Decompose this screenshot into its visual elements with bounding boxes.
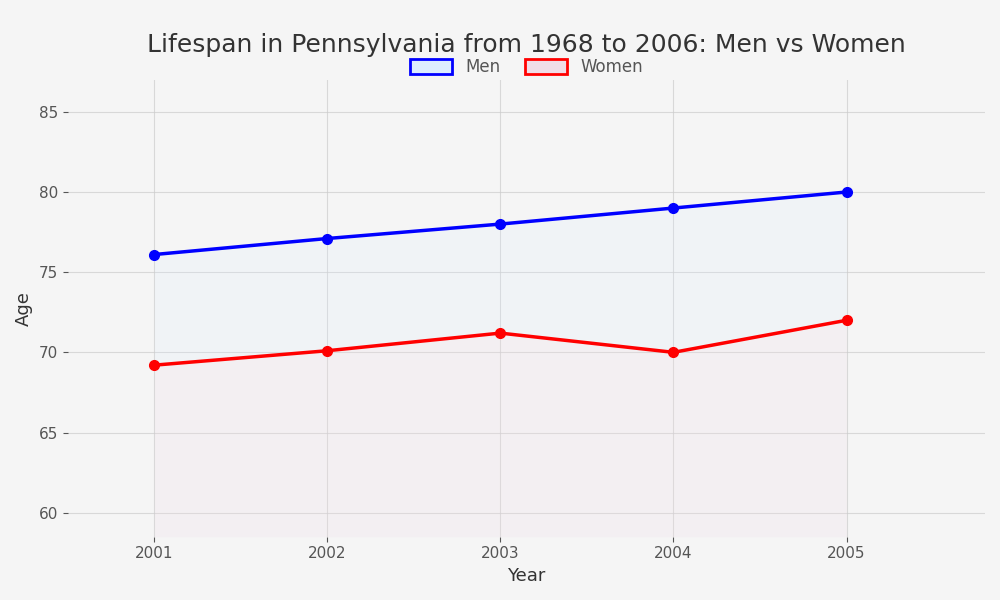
Legend: Men, Women: Men, Women <box>403 52 649 83</box>
X-axis label: Year: Year <box>507 567 546 585</box>
Y-axis label: Age: Age <box>15 291 33 326</box>
Title: Lifespan in Pennsylvania from 1968 to 2006: Men vs Women: Lifespan in Pennsylvania from 1968 to 20… <box>147 33 906 57</box>
